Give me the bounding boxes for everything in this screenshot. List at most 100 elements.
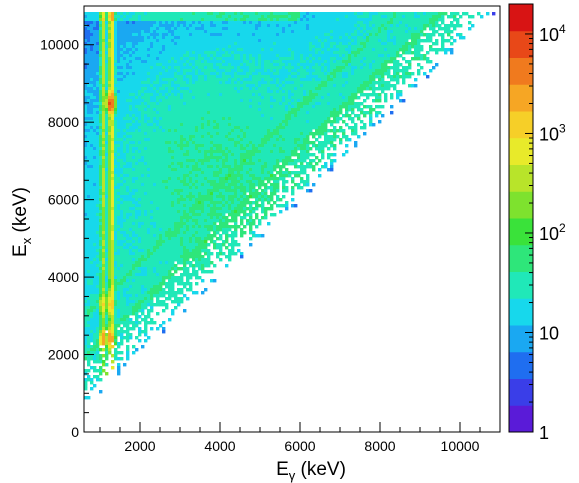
heatmap-cell	[177, 51, 181, 55]
heatmap-cell	[189, 21, 193, 25]
heatmap-cell	[360, 63, 364, 67]
heatmap-cell	[309, 42, 313, 46]
heatmap-cell	[342, 57, 346, 61]
heatmap-cell	[213, 96, 217, 100]
heatmap-cell	[126, 69, 130, 73]
heatmap-cell	[345, 135, 349, 139]
heatmap-cell	[114, 42, 118, 46]
heatmap-cell	[156, 66, 160, 70]
heatmap-cell	[273, 102, 277, 106]
heatmap-cell	[123, 114, 127, 118]
heatmap-cell	[141, 33, 145, 37]
heatmap-cell	[246, 12, 250, 16]
heatmap-cell	[255, 51, 259, 55]
heatmap-cell	[324, 75, 328, 79]
heatmap-cell	[198, 30, 202, 34]
heatmap-cell	[135, 27, 139, 31]
heatmap-cell	[399, 30, 403, 34]
heatmap-cell	[273, 27, 277, 31]
heatmap-cell	[384, 57, 388, 61]
heatmap-cell	[339, 96, 343, 100]
heatmap-cell	[258, 144, 262, 148]
heatmap-cell	[324, 138, 328, 142]
heatmap-cell	[219, 129, 223, 133]
heatmap-cell	[246, 30, 250, 34]
heatmap-cell	[126, 99, 130, 103]
heatmap-cell	[168, 66, 172, 70]
heatmap-cell	[267, 27, 271, 31]
heatmap-cell	[252, 57, 256, 61]
heatmap-cell	[294, 90, 298, 94]
heatmap-cell	[249, 126, 253, 130]
heatmap-cell	[336, 81, 340, 85]
heatmap-cell	[240, 30, 244, 34]
heatmap-cell	[342, 45, 346, 49]
heatmap-cell	[318, 126, 322, 130]
heatmap-cell	[246, 54, 250, 58]
heatmap-cell	[345, 69, 349, 73]
heatmap-cell	[279, 150, 283, 154]
heatmap-cell	[231, 150, 235, 154]
heatmap-cell	[321, 120, 325, 124]
heatmap-cell	[366, 72, 370, 76]
heatmap-cell	[129, 153, 133, 157]
heatmap-cell	[117, 78, 121, 82]
heatmap-cell	[456, 12, 460, 16]
heatmap-cell	[321, 108, 325, 112]
heatmap-cell	[333, 12, 337, 16]
heatmap-cell	[276, 141, 280, 145]
heatmap-cell	[345, 18, 349, 22]
heatmap-cell	[426, 18, 430, 22]
heatmap-cell	[336, 135, 340, 139]
heatmap-cell	[279, 42, 283, 46]
heatmap-cell	[207, 48, 211, 52]
heatmap-cell	[219, 51, 223, 55]
heatmap-cell	[108, 108, 112, 112]
heatmap-cell	[174, 33, 178, 37]
heatmap-cell	[186, 51, 190, 55]
heatmap-cell	[201, 39, 205, 43]
heatmap-cell	[240, 141, 244, 145]
heatmap-cell	[354, 42, 358, 46]
heatmap-cell	[303, 63, 307, 67]
heatmap-cell	[366, 54, 370, 58]
heatmap-cell	[156, 126, 160, 130]
heatmap-cell	[132, 111, 136, 115]
heatmap-cell	[210, 144, 214, 148]
heatmap-cell	[369, 39, 373, 43]
heatmap-cell	[147, 99, 151, 103]
heatmap-cell	[309, 126, 313, 130]
heatmap-cell	[246, 48, 250, 52]
heatmap-cell	[267, 51, 271, 55]
heatmap-cell	[267, 150, 271, 154]
heatmap-cell	[375, 72, 379, 76]
heatmap-cell	[261, 129, 265, 133]
heatmap-cell	[105, 69, 109, 73]
heatmap-cell	[183, 57, 187, 61]
heatmap-cell	[174, 96, 178, 100]
heatmap-cell	[177, 30, 181, 34]
heatmap-cell	[204, 87, 208, 91]
heatmap-cell	[258, 21, 262, 25]
heatmap-cell	[126, 36, 130, 40]
heatmap-cell	[225, 99, 229, 103]
heatmap-cell	[369, 27, 373, 31]
heatmap-cell	[141, 21, 145, 25]
heatmap-cell	[294, 141, 298, 145]
heatmap-cell	[429, 33, 433, 37]
heatmap-cell	[144, 144, 148, 148]
heatmap-cell	[321, 69, 325, 73]
heatmap-cell	[396, 69, 400, 73]
heatmap-cell	[339, 48, 343, 52]
heatmap-cell	[141, 156, 145, 160]
heatmap-cell	[273, 51, 277, 55]
heatmap-cell	[129, 12, 133, 16]
heatmap-cell	[282, 78, 286, 82]
heatmap-cell	[183, 90, 187, 94]
heatmap-cell	[345, 102, 349, 106]
heatmap-cell	[324, 78, 328, 82]
heatmap-cell	[132, 57, 136, 61]
heatmap-cell	[147, 138, 151, 142]
heatmap-cell	[381, 45, 385, 49]
heatmap-cell	[102, 147, 106, 151]
